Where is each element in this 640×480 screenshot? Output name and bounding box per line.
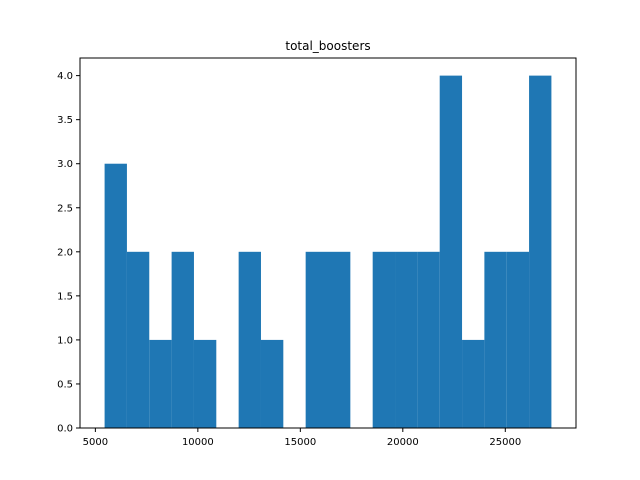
plot-frame <box>79 57 577 429</box>
histogram-bar-19 <box>529 75 552 428</box>
y-tick-label-7: 3.5 <box>57 115 73 126</box>
x-tick-label-0: 5000 <box>83 437 108 448</box>
histogram-bar-3 <box>171 251 194 428</box>
histogram-bar-0 <box>104 163 127 428</box>
y-tick-label-0: 0.0 <box>57 424 73 435</box>
histogram-bar-9 <box>305 251 328 428</box>
y-tick-label-6: 3.0 <box>57 159 73 170</box>
chart-title: total_boosters <box>285 39 370 53</box>
y-tick-label-4: 2.0 <box>57 247 73 258</box>
histogram-bar-7 <box>260 339 284 428</box>
histogram-bar-14 <box>417 251 440 428</box>
histogram-bar-13 <box>395 251 418 428</box>
histogram-bar-12 <box>372 251 396 428</box>
x-axis: 5000 10000 15000 20000 25000 <box>83 428 521 448</box>
y-tick-label-1: 0.5 <box>57 379 73 390</box>
x-tick-label-2: 15000 <box>284 437 316 448</box>
bars-group <box>104 75 552 428</box>
y-axis: 0.0 0.5 1.0 1.5 2.0 2.5 3.0 3.5 4.0 <box>57 71 80 435</box>
histogram-bar-2 <box>149 339 172 428</box>
y-tick-label-8: 4.0 <box>57 71 73 82</box>
histogram-bar-1 <box>126 251 150 428</box>
y-tick-label-3: 1.5 <box>57 291 73 302</box>
x-tick-label-3: 20000 <box>387 437 419 448</box>
y-tick-label-5: 2.5 <box>57 203 73 214</box>
y-tick-label-2: 1.0 <box>57 335 73 346</box>
histogram-bar-6 <box>238 251 261 428</box>
histogram-bar-16 <box>462 339 485 428</box>
x-tick-label-4: 25000 <box>489 437 521 448</box>
histogram-bar-4 <box>193 339 217 428</box>
histogram-bar-17 <box>484 251 507 428</box>
histogram-bar-15 <box>439 75 463 428</box>
histogram-bar-18 <box>506 251 530 428</box>
x-tick-label-1: 10000 <box>182 437 214 448</box>
histogram-bar-10 <box>328 251 351 428</box>
